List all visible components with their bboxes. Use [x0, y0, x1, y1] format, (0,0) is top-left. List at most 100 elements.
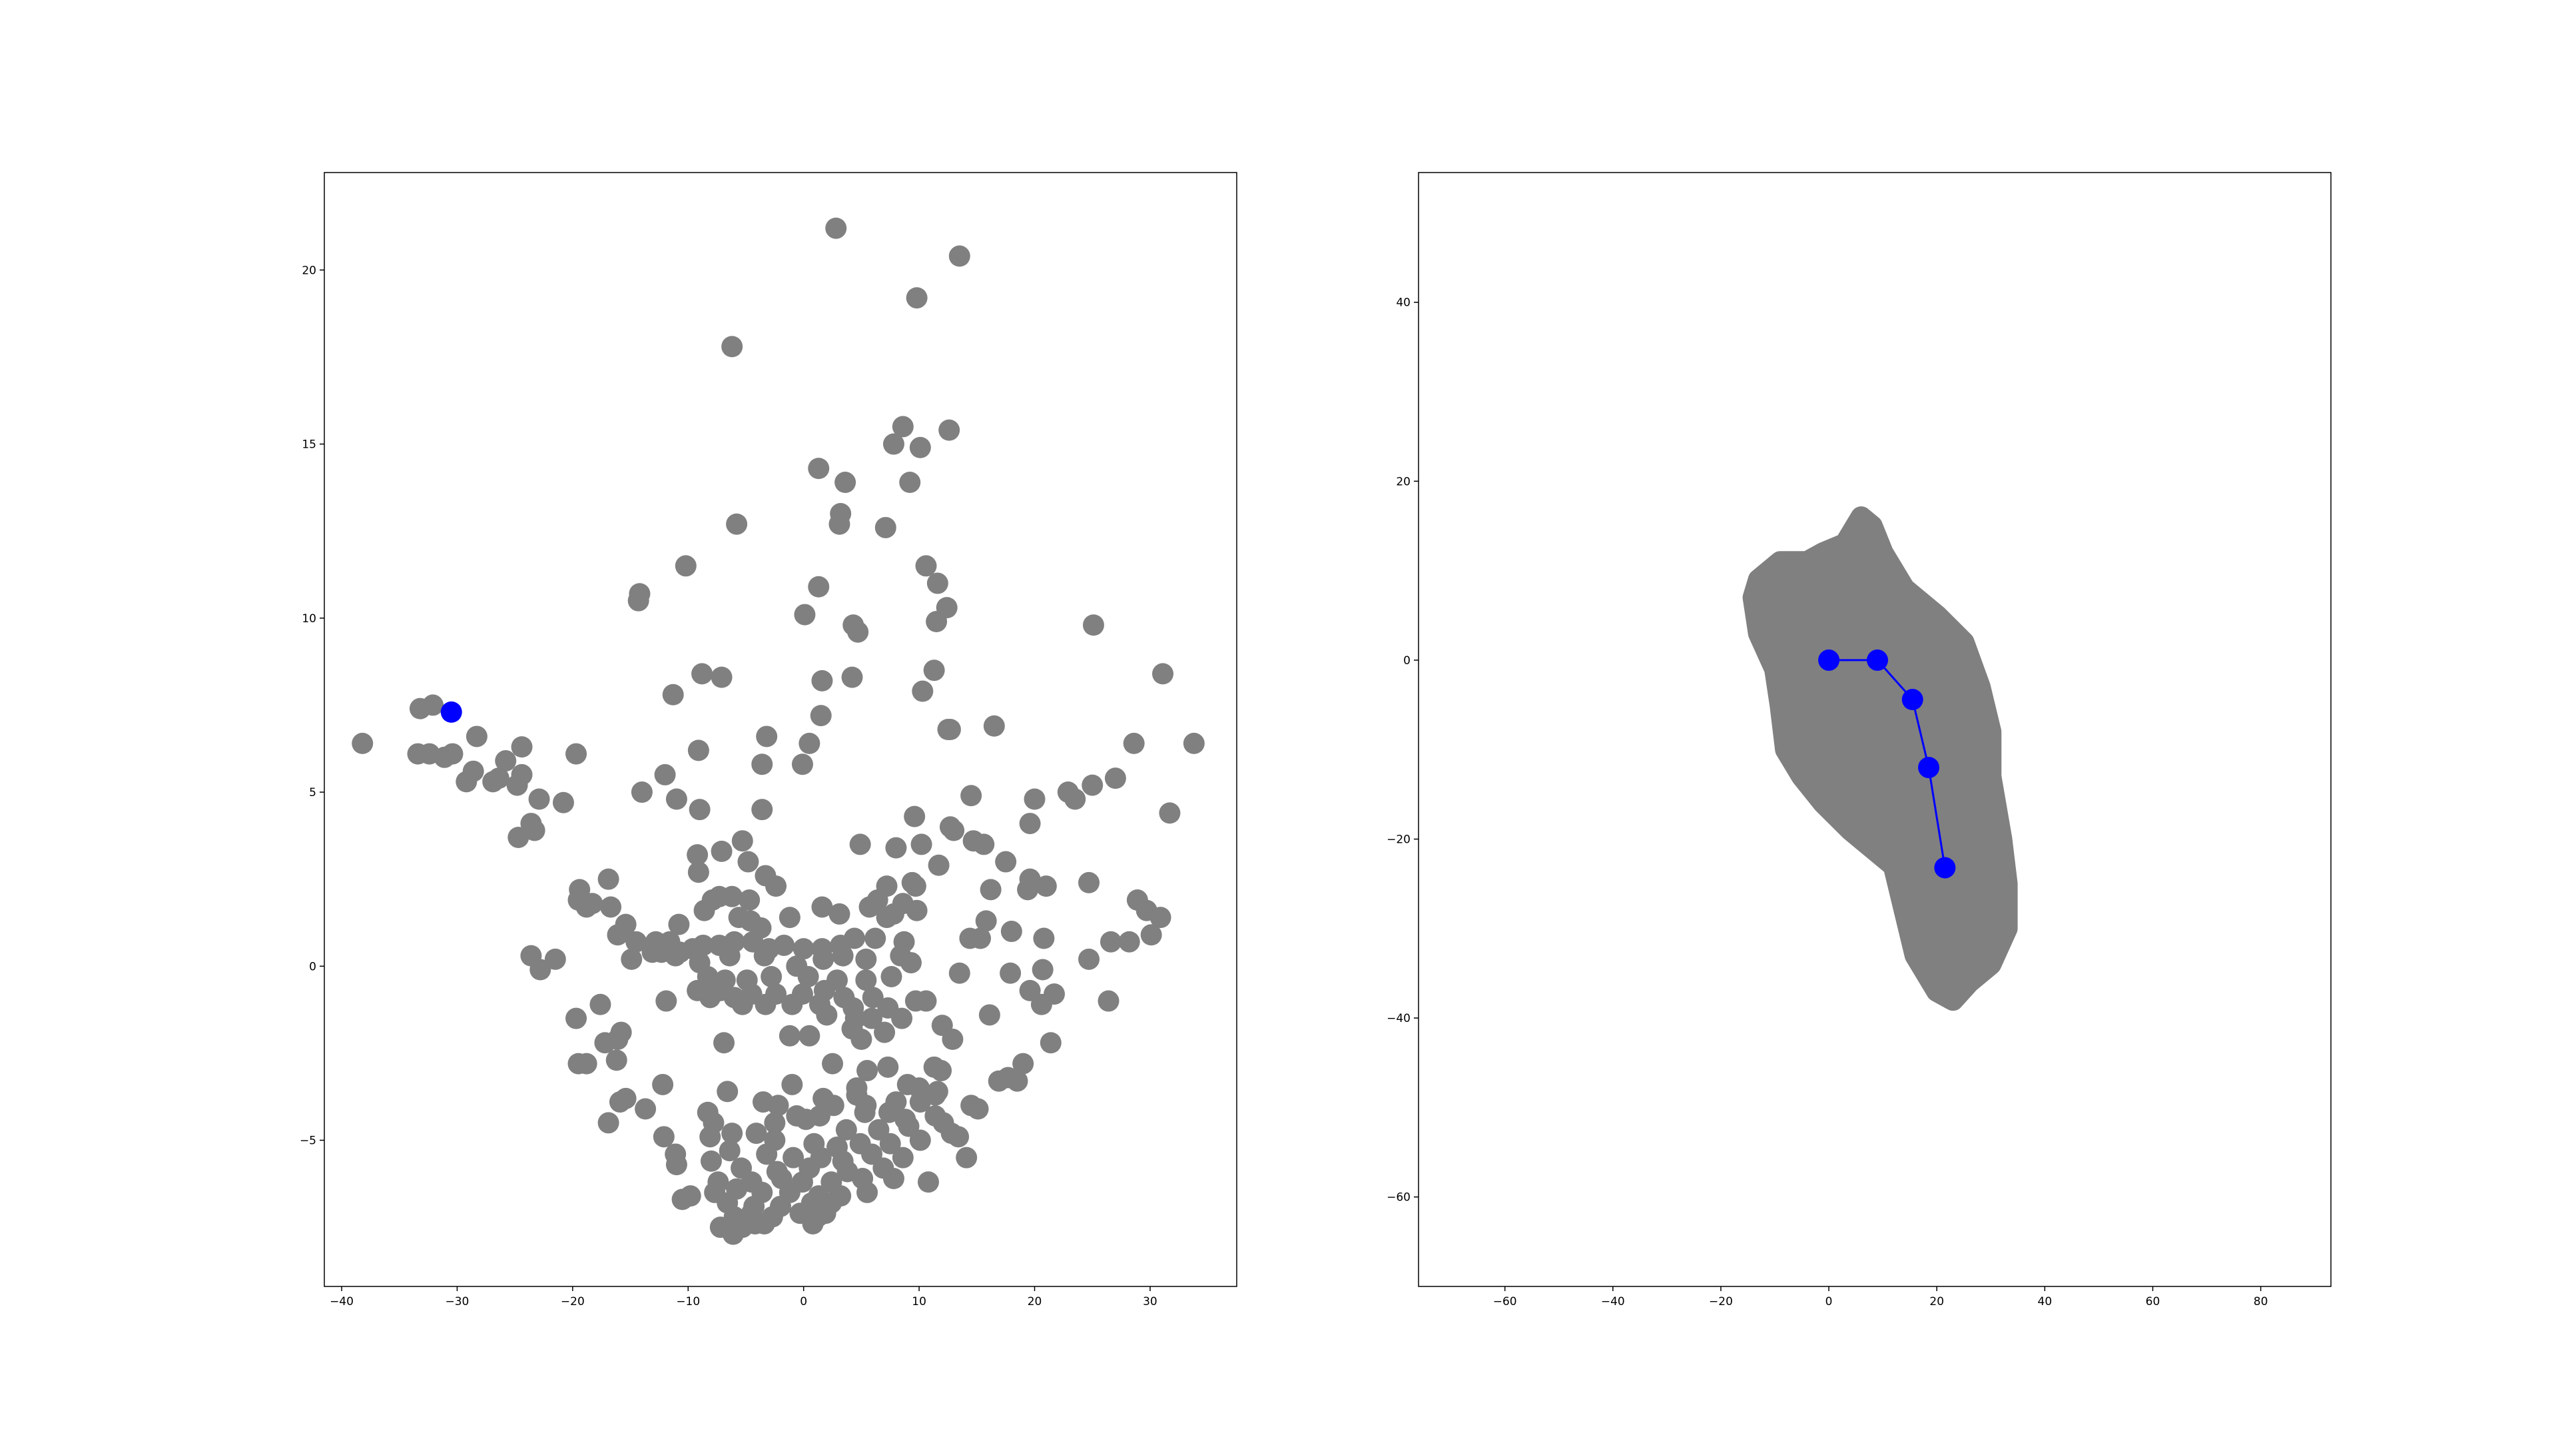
scatter-point: [668, 913, 690, 935]
y-tick-label: −40: [1387, 1012, 1411, 1025]
scatter-point: [909, 1129, 931, 1151]
scatter-point: [745, 1123, 767, 1145]
scatter-point: [939, 719, 961, 740]
scatter-point: [938, 419, 960, 441]
scatter-point: [1118, 931, 1140, 953]
x-tick-label: 60: [2146, 1295, 2160, 1308]
scatter-point: [874, 516, 896, 538]
scatter-point: [692, 934, 714, 956]
scatter-point: [828, 903, 850, 925]
scatter-point: [794, 604, 816, 626]
scatter-point: [910, 833, 932, 855]
scatter-point: [808, 458, 830, 480]
scatter-point: [655, 990, 677, 1012]
scatter-point: [765, 875, 787, 897]
scatter-point: [858, 896, 880, 918]
x-tick-label: 20: [1929, 1295, 1944, 1308]
scatter-point: [737, 851, 759, 873]
scatter-point: [892, 1147, 914, 1169]
scatter-point: [978, 1004, 1000, 1026]
scatter-point: [507, 826, 529, 848]
scatter-point: [874, 1021, 896, 1043]
scatter-point: [855, 948, 877, 970]
x-tick-label: 80: [2254, 1295, 2268, 1308]
highlight-point: [1867, 649, 1889, 671]
scatter-point: [1149, 907, 1171, 929]
scatter-point: [528, 788, 550, 810]
scatter-point: [1098, 990, 1120, 1012]
scatter-point: [861, 1007, 882, 1029]
scatter-point: [995, 851, 1017, 873]
scatter-point: [511, 736, 533, 758]
scatter-point: [825, 217, 847, 239]
scatter-point: [960, 785, 982, 807]
scatter-point: [1140, 924, 1162, 946]
scatter-point: [850, 1029, 872, 1051]
scatter-point: [713, 1032, 735, 1054]
scatter-point: [625, 931, 647, 953]
scatter-point: [652, 1073, 674, 1095]
x-tick-label: −60: [1493, 1295, 1517, 1308]
scatter-point: [973, 833, 995, 855]
scatter-point: [1006, 1070, 1028, 1092]
scatter-point: [654, 763, 676, 785]
scatter-point: [1032, 959, 1054, 981]
x-tick-label: −20: [1709, 1295, 1733, 1308]
scatter-point: [926, 611, 948, 633]
scatter-point: [665, 788, 687, 810]
scatter-point: [552, 791, 574, 813]
scatter-point: [1033, 927, 1055, 949]
scatter-point: [773, 934, 795, 956]
scatter-point: [687, 861, 709, 883]
x-tick-label: 10: [912, 1295, 926, 1308]
scatter-point: [565, 743, 587, 765]
scatter-point: [900, 952, 922, 974]
scatter-point: [739, 889, 761, 911]
scatter-point: [753, 945, 775, 967]
scatter-point: [575, 1053, 597, 1075]
scatter-point: [906, 899, 928, 921]
scatter-point: [891, 1007, 913, 1029]
scatter-point: [607, 924, 629, 946]
scatter-point: [1100, 931, 1122, 953]
scatter-point: [621, 948, 643, 970]
scatter-point: [627, 590, 649, 612]
scatter-point: [980, 879, 1002, 901]
scatter-point: [567, 889, 589, 911]
scatter-point: [1078, 871, 1100, 893]
scatter-point: [781, 993, 803, 1015]
scatter-point: [529, 959, 551, 981]
x-tick-label: −40: [330, 1295, 354, 1308]
scatter-point: [1082, 614, 1104, 636]
scatter-point: [1078, 948, 1100, 970]
right-axes-frame: [1418, 172, 2332, 1287]
scatter-point: [915, 990, 937, 1012]
y-tick-label: 20: [302, 264, 316, 277]
scatter-point: [917, 1171, 939, 1193]
highlight-point: [1918, 757, 1940, 779]
scatter-point: [882, 433, 904, 455]
scatter-point: [779, 907, 801, 929]
scatter-point: [687, 739, 709, 761]
scatter-point: [699, 987, 721, 1009]
scatter-point: [1019, 813, 1041, 835]
scatter-point: [687, 844, 709, 866]
scatter-point: [791, 753, 813, 775]
scatter-point: [635, 1098, 657, 1120]
left-scatter-points: [352, 217, 1205, 1245]
scatter-point: [565, 1007, 587, 1029]
scatter-point: [409, 698, 431, 720]
x-tick-label: −10: [676, 1295, 700, 1308]
x-tick-label: −30: [445, 1295, 469, 1308]
x-tick-label: −20: [561, 1295, 585, 1308]
scatter-point: [930, 1060, 952, 1082]
scatter-point: [864, 927, 886, 949]
scatter-point: [906, 287, 928, 309]
scatter-point: [719, 945, 741, 967]
scatter-point: [597, 868, 619, 890]
x-tick-label: 20: [1028, 1295, 1042, 1308]
scatter-point: [960, 1095, 982, 1117]
scatter-point: [970, 927, 992, 949]
scatter-point: [751, 753, 773, 775]
scatter-point: [665, 1154, 687, 1176]
